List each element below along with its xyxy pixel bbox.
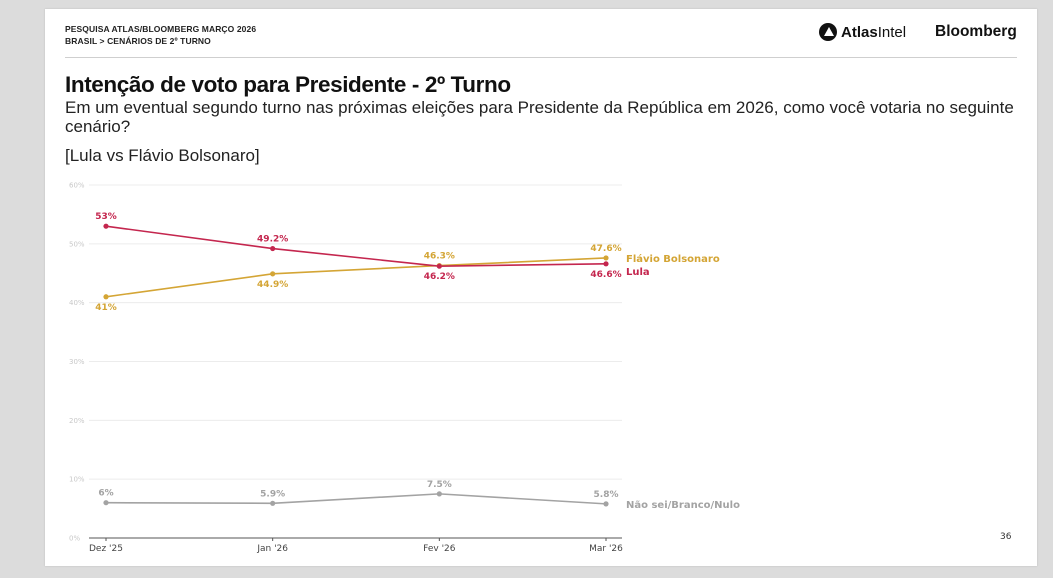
header-divider	[65, 57, 1017, 58]
atlas-brand-bold: Atlas	[841, 23, 878, 41]
data-point	[103, 223, 109, 229]
atlas-brand-light: Intel	[877, 23, 907, 41]
data-label: 46.2%	[424, 272, 455, 282]
series-label: Lula	[626, 267, 650, 278]
data-point	[270, 500, 276, 506]
slide: PESQUISA ATLAS/BLOOMBERG MARÇO 2026 BRAS…	[45, 9, 1037, 566]
page-title: Intenção de voto para Presidente - 2º Tu…	[65, 72, 511, 97]
x-tick-label: Fev '26	[423, 544, 456, 554]
data-point	[603, 261, 609, 267]
data-label: 46.6%	[590, 270, 621, 280]
data-point	[270, 271, 276, 277]
data-label: 44.9%	[257, 280, 288, 290]
series-line	[105, 225, 607, 267]
breadcrumb: BRASIL > CENÁRIOS DE 2º TURNO	[65, 36, 211, 46]
data-point	[103, 500, 109, 506]
y-tick-label: 50%	[69, 240, 85, 248]
data-point	[436, 491, 442, 497]
x-tick-label: Dez '25	[89, 544, 123, 554]
bloomberg-logo: Bloomberg	[935, 23, 1017, 40]
y-tick-label: 0%	[69, 535, 80, 543]
series-label: Não sei/Branco/Nulo	[626, 500, 740, 511]
x-tick-label: Mar '26	[589, 544, 623, 554]
source-line: PESQUISA ATLAS/BLOOMBERG MARÇO 2026	[65, 24, 257, 34]
question-text: Em um eventual segundo turno nas próxima…	[65, 98, 1014, 136]
data-label: 46.3%	[424, 252, 455, 262]
atlas-triangle-icon	[819, 23, 837, 41]
data-point	[603, 255, 609, 261]
atlasintel-logo: AtlasIntel	[819, 23, 906, 41]
data-label: 7.5%	[427, 480, 452, 490]
data-label: 49.2%	[257, 235, 288, 245]
series-label: Flávio Bolsonaro	[626, 253, 720, 265]
line-chart: 0% 10% 20% 30% 40% 50% 60% Dez '25 Jan '26 Fev '2…	[69, 182, 740, 555]
data-label: 6%	[98, 489, 113, 499]
data-label: 53%	[95, 212, 117, 222]
y-tick-label: 10%	[69, 476, 85, 484]
y-tick-label: 60%	[69, 182, 85, 190]
data-point	[603, 501, 609, 507]
page-number: 36	[1000, 532, 1012, 542]
series-line	[105, 257, 607, 298]
data-point	[436, 263, 442, 269]
data-label: 5.9%	[260, 489, 285, 499]
y-tick-label: 40%	[69, 299, 85, 307]
scenario-label: [Lula vs Flávio Bolsonaro]	[65, 146, 260, 165]
data-point	[103, 294, 109, 300]
data-label: 5.8%	[594, 490, 619, 500]
data-label: 47.6%	[590, 244, 621, 254]
x-tick-label: Jan '26	[256, 544, 288, 554]
y-tick-label: 30%	[69, 358, 85, 366]
data-label: 41%	[95, 303, 117, 313]
data-point	[270, 245, 276, 252]
series-line	[105, 493, 607, 505]
y-tick-label: 20%	[69, 417, 85, 425]
